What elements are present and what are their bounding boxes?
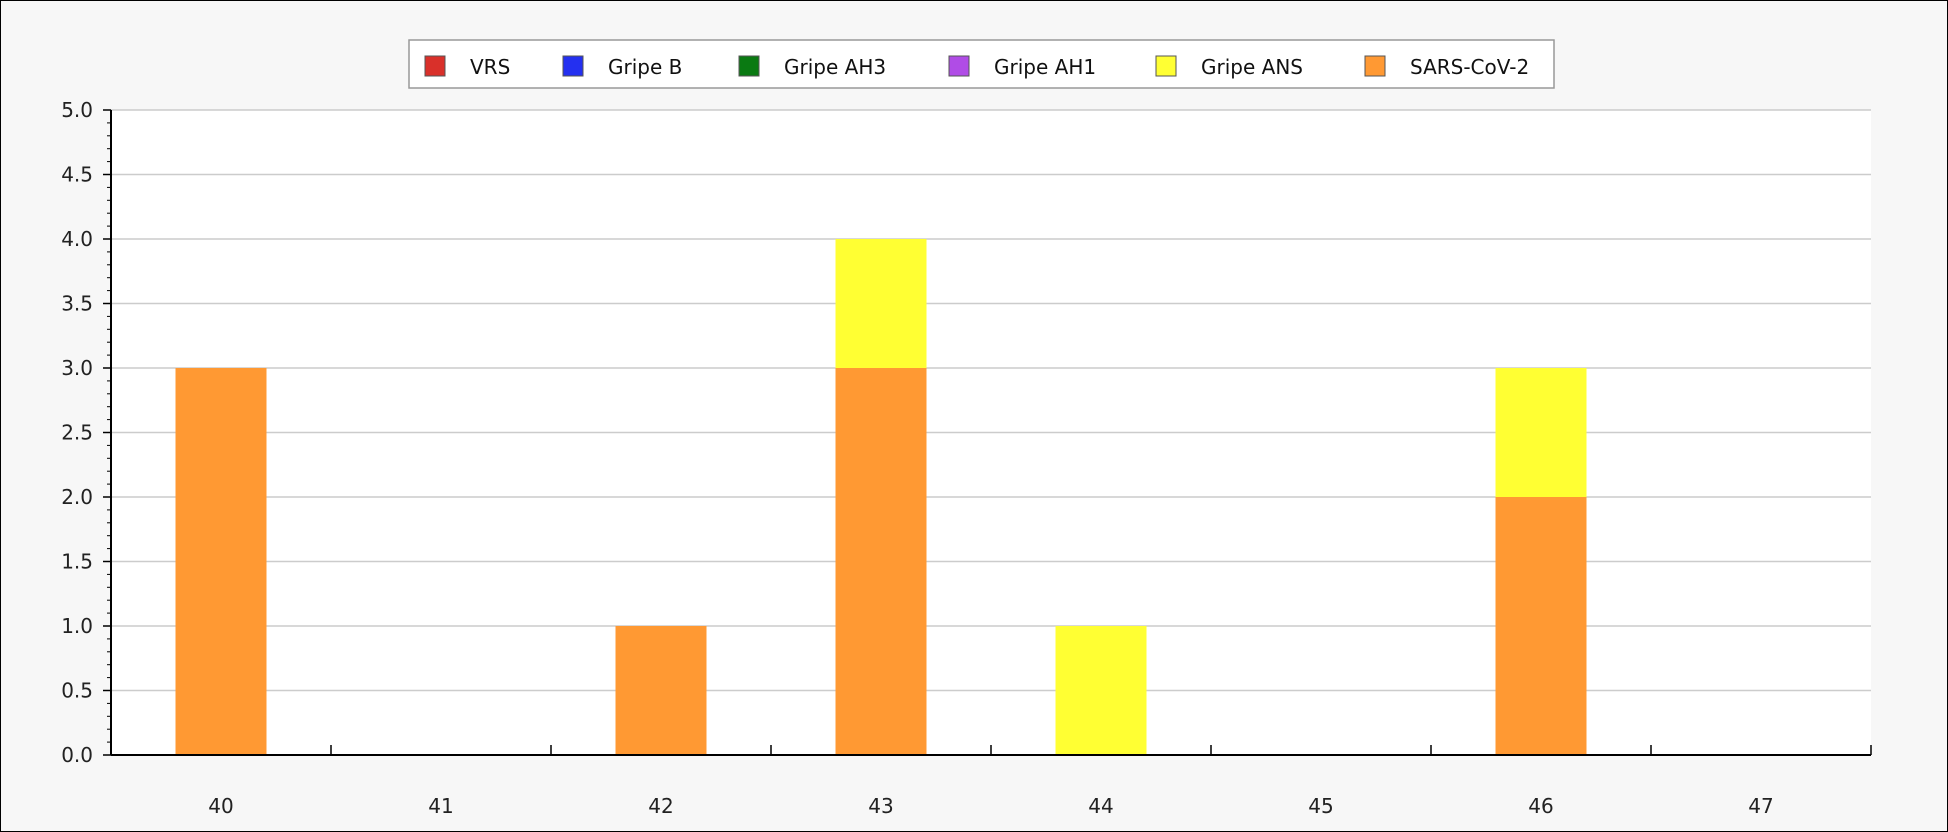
- bar-sars-cov-2-42: [615, 626, 707, 755]
- legend-swatch: [1155, 55, 1177, 77]
- legend-label: Gripe AH3: [784, 55, 886, 79]
- y-tick-label: 1.5: [61, 550, 93, 574]
- legend-item: SARS-CoV-2: [1364, 55, 1529, 79]
- legend-swatch: [738, 55, 760, 77]
- legend-swatch: [1364, 55, 1386, 77]
- bar-gripe-ans-44: [1055, 626, 1147, 755]
- legend-swatch: [424, 55, 446, 77]
- y-tick-label: 0.5: [61, 679, 93, 703]
- legend-item: VRS: [424, 55, 510, 79]
- legend-item: Gripe AH1: [948, 55, 1096, 79]
- bar-sars-cov-2-43: [835, 368, 927, 755]
- legend-label: Gripe AH1: [994, 55, 1096, 79]
- x-axis-ticks: 40 41 42 43 44 45 46 47: [110, 745, 1872, 818]
- bar-sars-cov-2-40: [175, 368, 267, 755]
- x-tick-label: 47: [1748, 794, 1773, 818]
- y-tick-label: 2.5: [61, 421, 93, 445]
- x-tick-label: 44: [1088, 794, 1113, 818]
- legend-item: Gripe ANS: [1155, 55, 1303, 79]
- bar-gripe-ans-46: [1495, 368, 1587, 497]
- x-tick-label: 46: [1528, 794, 1553, 818]
- legend-box: [408, 39, 1555, 89]
- x-tick-label: 40: [208, 794, 233, 818]
- legend-swatch: [562, 55, 584, 77]
- legend-label: Gripe ANS: [1201, 55, 1303, 79]
- legend-swatch: [948, 55, 970, 77]
- x-tick-label: 43: [868, 794, 893, 818]
- y-tick-label: 4.0: [61, 227, 93, 251]
- y-tick-label: 3.5: [61, 292, 93, 316]
- legend-item: Gripe AH3: [738, 55, 886, 79]
- y-tick-label: 0.0: [61, 743, 93, 767]
- x-tick-label: 42: [648, 794, 673, 818]
- y-tick-label: 4.5: [61, 163, 93, 187]
- legend-label: Gripe B: [608, 55, 682, 79]
- legend-label: VRS: [470, 55, 510, 79]
- legend-item: Gripe B: [562, 55, 682, 79]
- bar-gripe-ans-43: [835, 239, 927, 368]
- x-tick-label: 45: [1308, 794, 1333, 818]
- legend-label: SARS-CoV-2: [1410, 55, 1529, 79]
- y-axis-ticks: 0.0 0.5 1.0 1.5 2.0 2.5 3.0 3.5 4.0 4.5 5.0: [61, 98, 111, 767]
- y-tick-label: 1.0: [61, 614, 93, 638]
- bar-sars-cov-2-46: [1495, 497, 1587, 755]
- y-tick-label: 2.0: [61, 485, 93, 509]
- grid-lines: [111, 109, 1871, 755]
- x-tick-label: 41: [428, 794, 453, 818]
- legend: VRS Gripe B Gripe AH3 Gripe AH1 Gripe ANS SAR…: [408, 39, 1555, 89]
- y-tick-label: 3.0: [61, 356, 93, 380]
- y-tick-label: 5.0: [61, 98, 93, 122]
- bars: [175, 239, 1587, 755]
